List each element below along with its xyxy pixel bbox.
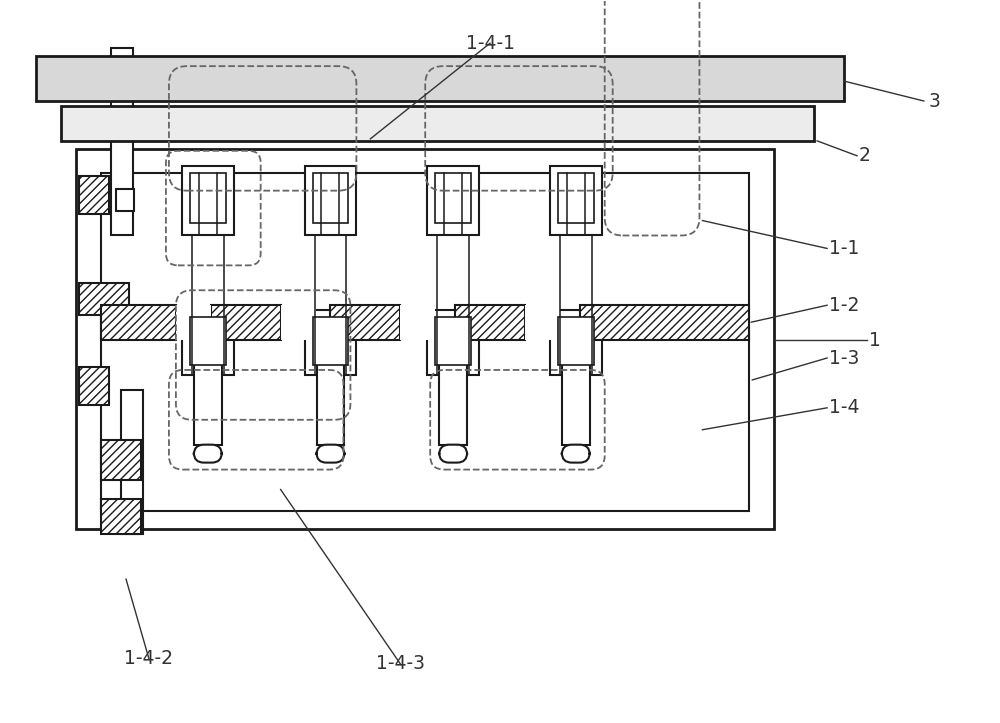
- Bar: [550, 166, 602, 236]
- FancyBboxPatch shape: [317, 445, 344, 463]
- Bar: [330, 305, 400, 340]
- Text: 1-3: 1-3: [829, 348, 859, 367]
- Bar: [76, 149, 774, 529]
- Bar: [435, 317, 471, 365]
- Bar: [101, 500, 141, 534]
- Bar: [455, 305, 525, 340]
- FancyBboxPatch shape: [562, 445, 590, 463]
- Bar: [111, 48, 133, 236]
- Bar: [182, 166, 234, 236]
- Text: 3: 3: [929, 92, 941, 111]
- Bar: [101, 440, 141, 479]
- Bar: [101, 173, 749, 511]
- Bar: [525, 305, 560, 340]
- Bar: [305, 166, 356, 236]
- Bar: [400, 305, 435, 340]
- Text: 2: 2: [859, 146, 871, 166]
- Bar: [558, 317, 594, 365]
- Bar: [36, 56, 844, 101]
- Text: 1: 1: [869, 330, 881, 350]
- Bar: [61, 106, 814, 141]
- Bar: [176, 305, 211, 340]
- Bar: [79, 176, 109, 213]
- Bar: [194, 350, 222, 445]
- Bar: [435, 173, 471, 223]
- Bar: [317, 350, 344, 445]
- Bar: [101, 305, 176, 340]
- Bar: [313, 317, 348, 365]
- Bar: [562, 350, 590, 445]
- Bar: [427, 310, 479, 375]
- FancyBboxPatch shape: [194, 445, 222, 463]
- Bar: [313, 173, 348, 223]
- Bar: [580, 305, 749, 340]
- Bar: [79, 367, 109, 405]
- Bar: [558, 173, 594, 223]
- Bar: [281, 305, 316, 340]
- Bar: [190, 317, 226, 365]
- Bar: [550, 310, 602, 375]
- Bar: [182, 310, 234, 375]
- Text: 1-4-1: 1-4-1: [466, 34, 515, 53]
- Bar: [427, 166, 479, 236]
- FancyBboxPatch shape: [439, 445, 467, 463]
- Text: 1-4-3: 1-4-3: [376, 654, 425, 673]
- Bar: [211, 305, 281, 340]
- Bar: [121, 390, 143, 534]
- Text: 1-1: 1-1: [829, 239, 859, 258]
- Bar: [439, 350, 467, 445]
- Text: 1-2: 1-2: [829, 296, 859, 315]
- Bar: [79, 283, 129, 315]
- Text: 1-4-2: 1-4-2: [124, 649, 173, 668]
- Bar: [190, 173, 226, 223]
- Bar: [116, 189, 134, 210]
- Bar: [305, 310, 356, 375]
- Text: 1-4: 1-4: [829, 398, 860, 417]
